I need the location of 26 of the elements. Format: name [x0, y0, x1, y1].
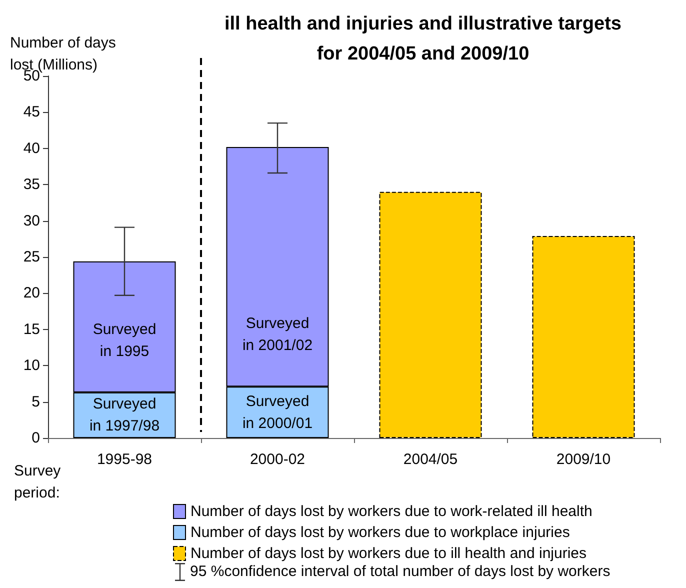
data-label: Surveyed in 2001/02	[242, 315, 313, 354]
y-tick-label: 10	[23, 357, 40, 374]
legend-label: Number of days lost by workers due to work-related ill health	[190, 503, 592, 520]
x-tick-label: 2009/10	[556, 451, 611, 468]
x-axis-title: Survey period:	[14, 462, 62, 502]
chart-title: ill health and injuries and illustrative targets for 2004/05 and 2009/10	[224, 14, 622, 64]
y-tick-label: 5	[32, 393, 40, 410]
bar	[379, 192, 482, 438]
x-tick-label: 2000-02	[250, 451, 306, 468]
bar	[532, 236, 635, 438]
y-tick-label: 45	[23, 104, 40, 121]
data-label: Surveyed in 1995	[92, 320, 156, 360]
data-label: Surveyed in 2000/01	[242, 392, 313, 432]
y-tick-label: 15	[23, 320, 40, 338]
text: 95 %confidence interval of total number of days lost by workers	[190, 563, 610, 580]
y-tick-label: 20	[23, 284, 40, 302]
x-tick-label: 2004/05	[403, 451, 458, 468]
legend-label: Number of days lost by workers due to workplace injuries	[190, 524, 570, 541]
y-tick-label: 35	[23, 176, 40, 194]
y-tick-label: 0	[32, 430, 40, 446]
x-tick-label: 1995-98	[96, 451, 152, 468]
data-label: Surveyed in 1997/98	[89, 396, 160, 435]
y-tick-label: 25	[23, 248, 40, 266]
y-tick-label: 30	[23, 212, 40, 230]
y-tick-label: 40	[23, 140, 40, 157]
legend-label: Number of days lost by workers due to ill health and injuries	[190, 545, 587, 562]
